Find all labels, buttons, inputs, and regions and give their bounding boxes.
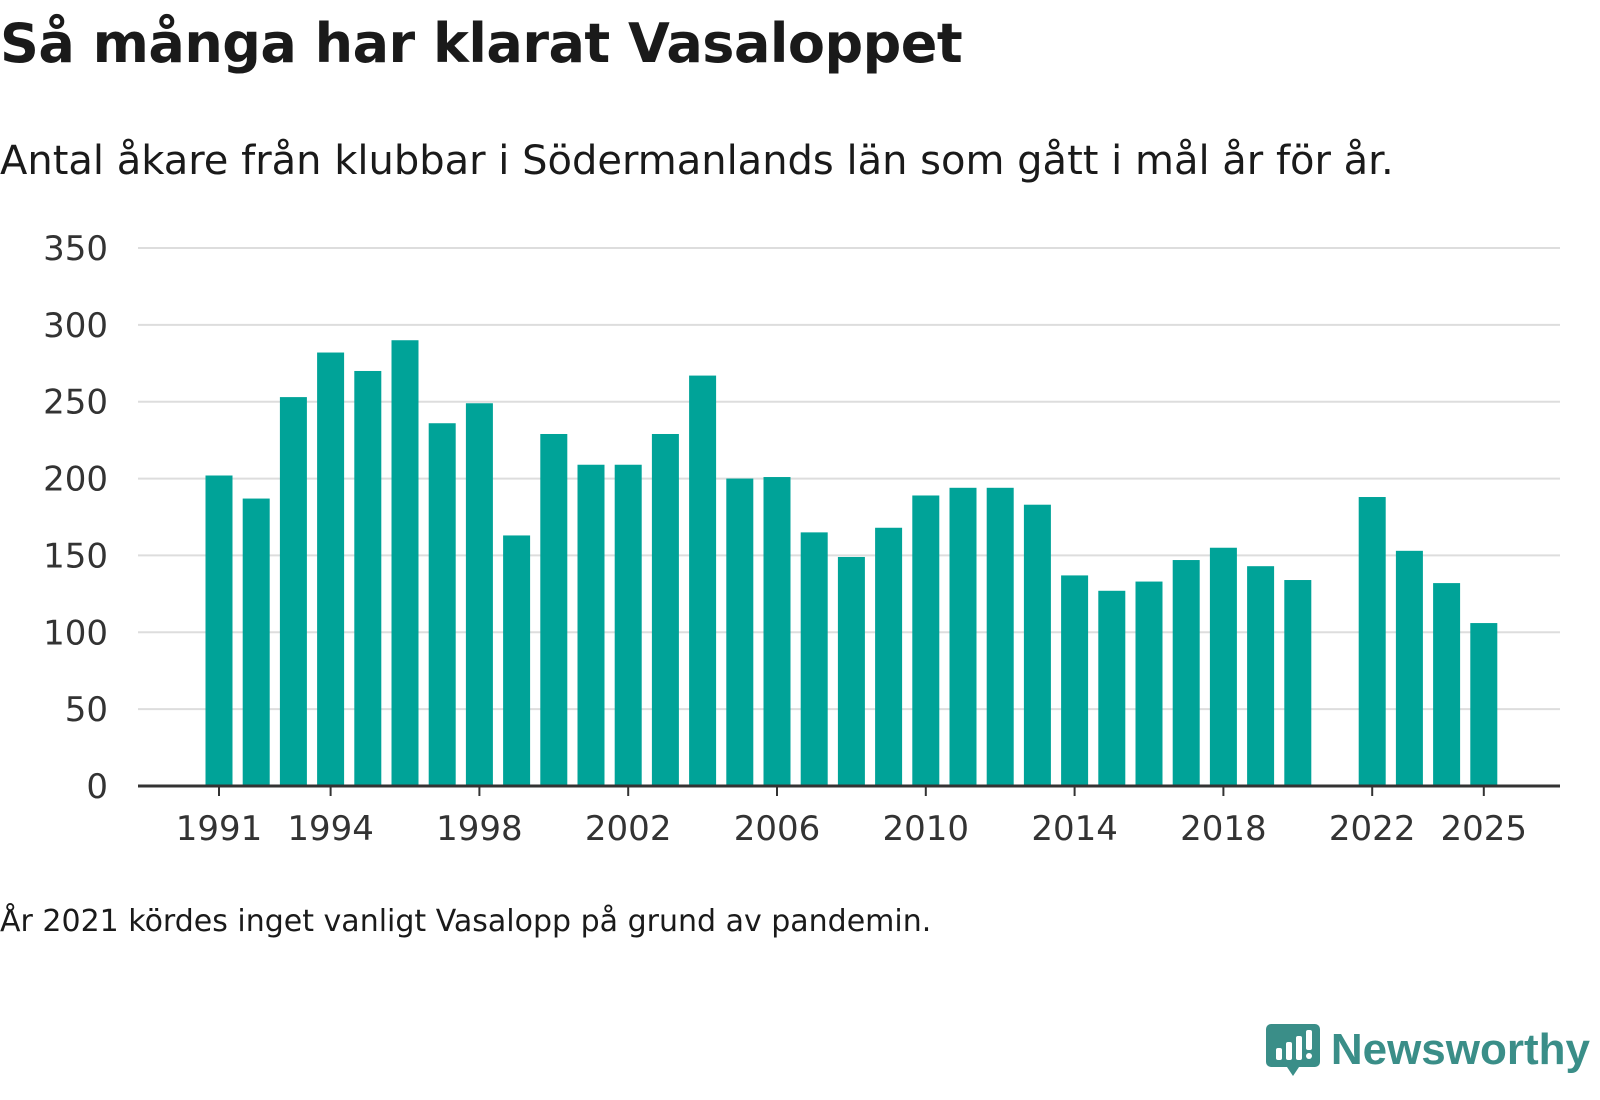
y-tick-label: 50 xyxy=(65,690,108,730)
y-tick-label: 250 xyxy=(43,383,108,423)
x-tick-label: 2002 xyxy=(585,809,672,849)
bar xyxy=(912,495,940,786)
y-tick-label: 300 xyxy=(43,306,108,346)
bar xyxy=(1209,547,1237,786)
bar xyxy=(763,477,791,786)
bar xyxy=(391,340,419,786)
y-tick-label: 0 xyxy=(86,767,108,807)
chart-title: Så många har klarat Vasaloppet xyxy=(0,12,963,75)
bar xyxy=(1358,497,1386,786)
bar xyxy=(205,475,233,786)
bar xyxy=(540,433,568,786)
y-tick-label: 150 xyxy=(43,536,108,576)
bar xyxy=(428,423,456,786)
bar xyxy=(1135,581,1163,786)
bar xyxy=(1433,583,1461,786)
y-tick-label: 100 xyxy=(43,613,108,653)
footnote: År 2021 kördes inget vanligt Vasalopp på… xyxy=(0,904,932,939)
bar xyxy=(949,487,977,786)
bar xyxy=(986,487,1014,786)
bar xyxy=(1172,560,1200,786)
bar xyxy=(875,527,903,786)
bar xyxy=(242,498,270,786)
x-tick-label: 2010 xyxy=(883,809,970,849)
bar xyxy=(837,556,865,786)
brand-name: Newsworthy xyxy=(1330,1025,1590,1074)
bar xyxy=(1098,590,1126,786)
x-tick-label: 2018 xyxy=(1180,809,1267,849)
bar xyxy=(1247,566,1275,786)
x-tick-label: 2025 xyxy=(1441,809,1528,849)
bar xyxy=(279,397,307,786)
newsworthy-logo-icon xyxy=(1265,1024,1320,1076)
bar xyxy=(465,403,493,786)
x-tick-label: 2014 xyxy=(1031,809,1118,849)
bar xyxy=(1470,623,1498,786)
bar xyxy=(726,478,754,786)
bar xyxy=(503,535,531,786)
bar xyxy=(614,464,642,786)
x-tick-label: 2006 xyxy=(734,809,821,849)
x-tick-label: 1994 xyxy=(287,809,374,849)
bar xyxy=(800,532,828,786)
y-tick-label: 350 xyxy=(43,229,108,269)
bar xyxy=(1284,580,1312,786)
bar xyxy=(1023,504,1051,786)
bar xyxy=(1061,575,1089,786)
y-tick-label: 200 xyxy=(43,460,108,500)
bar xyxy=(1395,550,1423,786)
x-tick-label: 1998 xyxy=(436,809,523,849)
bar xyxy=(577,464,605,786)
brand-logo: Newsworthy xyxy=(1265,1020,1590,1080)
bar xyxy=(689,375,717,786)
bar xyxy=(354,370,382,786)
bar xyxy=(317,352,345,786)
chart-subtitle: Antal åkare från klubbar i Södermanlands… xyxy=(0,138,1394,184)
x-tick-label: 2022 xyxy=(1329,809,1416,849)
x-tick-label: 1991 xyxy=(176,809,263,849)
bar xyxy=(651,433,679,786)
